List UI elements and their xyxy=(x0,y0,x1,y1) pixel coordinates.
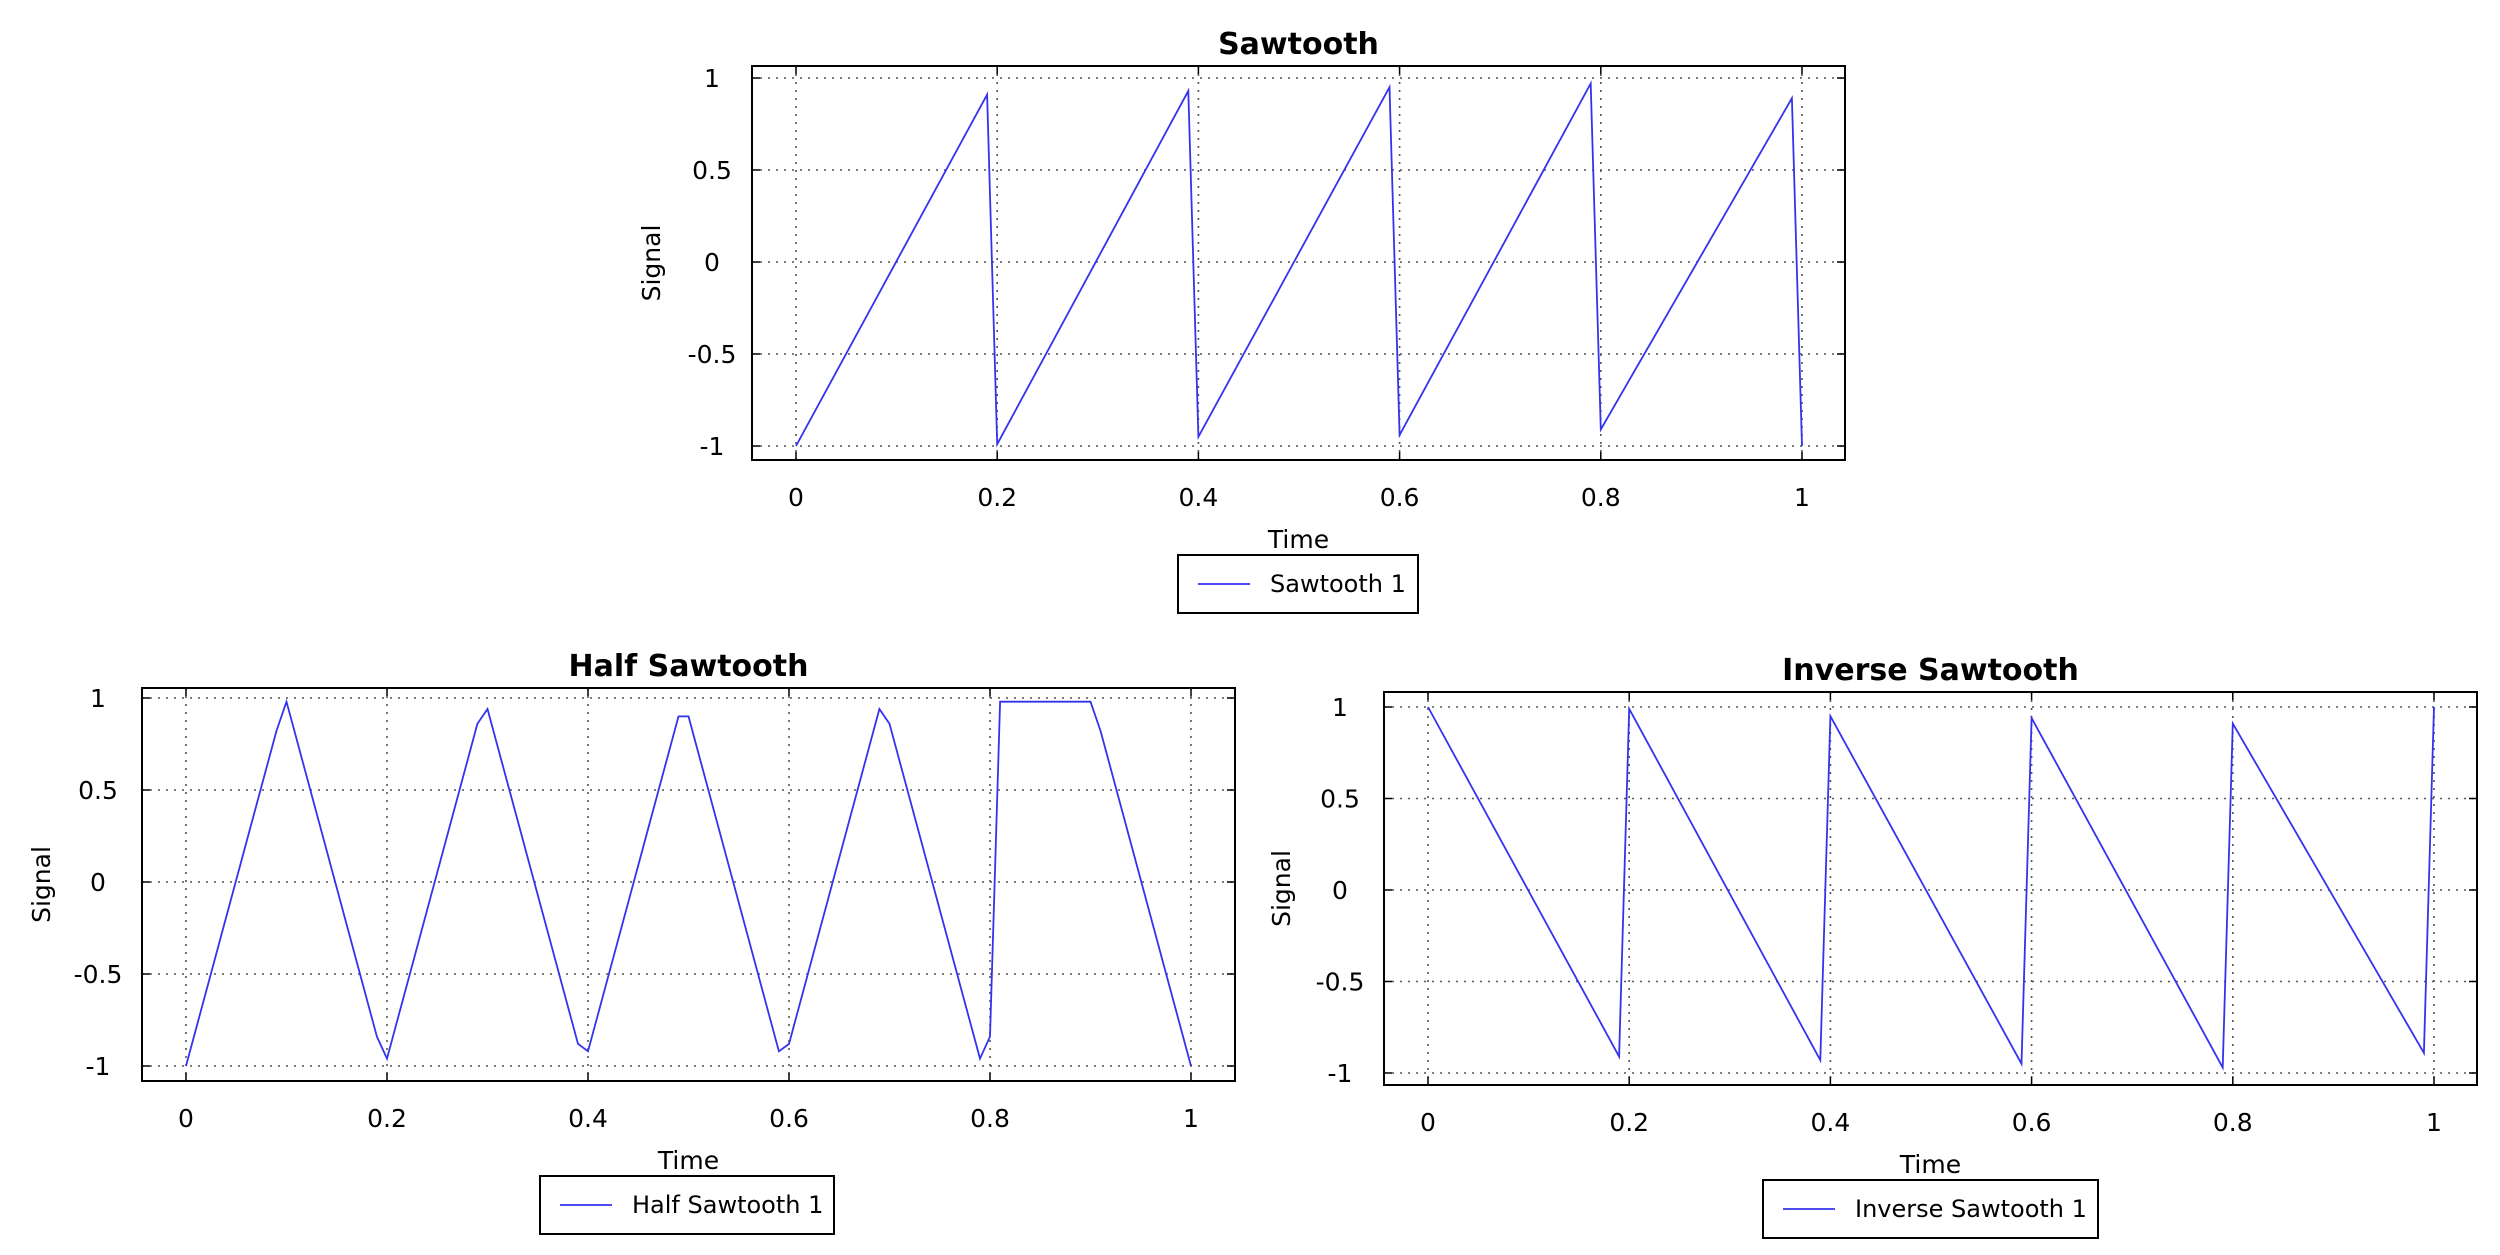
y-tick-label: 0.5 xyxy=(1320,785,1360,814)
y-tick-label: -1 xyxy=(1328,1059,1353,1088)
y-tick-label: 0 xyxy=(1332,876,1348,905)
y-tick-label: -0.5 xyxy=(1316,968,1365,997)
x-tick-label: 0.8 xyxy=(2213,1108,2253,1137)
plot-frame xyxy=(751,65,1846,461)
x-tick-label: 0.4 xyxy=(568,1104,608,1133)
y-axis-label: Signal xyxy=(27,846,56,923)
x-tick-label: 0 xyxy=(1420,1108,1436,1137)
legend-label: Sawtooth 1 xyxy=(1270,570,1406,598)
chart-1: 0 0.2 0.4 0.6 0.8 1 1 0.5 0 -0.5 -1 Half Sawtooth Ti… xyxy=(27,649,1236,1235)
chart-title: Inverse Sawtooth xyxy=(1782,653,2079,688)
y-tick-label: 1 xyxy=(90,684,106,713)
chart-0: 0 0.2 0.4 0.6 0.8 1 1 0.5 0 -0.5 -1 Sawtooth Time Sig… xyxy=(637,27,1846,614)
x-tick-label: 1 xyxy=(2426,1108,2442,1137)
x-axis-label: Time xyxy=(1899,1150,1961,1179)
y-tick-label: 0 xyxy=(90,868,106,897)
x-tick-label: 0.2 xyxy=(367,1104,407,1133)
x-tick-label: 0 xyxy=(178,1104,194,1133)
y-axis-label: Signal xyxy=(637,225,666,302)
y-tick-label: -0.5 xyxy=(688,340,737,369)
y-tick-label: 1 xyxy=(1332,693,1348,722)
y-tick-label: 0 xyxy=(704,248,720,277)
x-tick-label: 0.6 xyxy=(769,1104,809,1133)
y-tick-label: 1 xyxy=(704,64,720,93)
plot-frame xyxy=(1383,691,2478,1086)
x-tick-label: 0.8 xyxy=(970,1104,1010,1133)
chart-2: 0 0.2 0.4 0.6 0.8 1 1 0.5 0 -0.5 -1 Inverse Sawtoot… xyxy=(1267,653,2478,1239)
chart-title: Half Sawtooth xyxy=(569,649,809,684)
x-axis-label: Time xyxy=(657,1146,719,1175)
series-line xyxy=(795,80,1803,448)
y-tick-label: -1 xyxy=(86,1052,111,1081)
plot-frame xyxy=(141,687,1236,1082)
legend-label: Inverse Sawtooth 1 xyxy=(1855,1195,2087,1223)
x-tick-label: 0.6 xyxy=(1380,483,1420,512)
series-line xyxy=(185,698,1192,1067)
x-tick-label: 0.4 xyxy=(1179,483,1219,512)
x-tick-label: 0.8 xyxy=(1581,483,1621,512)
y-tick-label: 0.5 xyxy=(78,776,118,805)
x-tick-label: 1 xyxy=(1794,483,1810,512)
x-tick-label: 0.4 xyxy=(1811,1108,1851,1137)
x-tick-label: 0.2 xyxy=(1609,1108,1649,1137)
series-line xyxy=(1427,705,2435,1071)
x-tick-label: 0.6 xyxy=(2012,1108,2052,1137)
chart-title: Sawtooth xyxy=(1218,27,1379,62)
y-tick-label: -0.5 xyxy=(74,960,123,989)
y-tick-label: 0.5 xyxy=(692,156,732,185)
x-axis-label: Time xyxy=(1267,525,1329,554)
y-axis-label: Signal xyxy=(1267,850,1296,927)
y-tick-label: -1 xyxy=(700,432,725,461)
x-tick-label: 1 xyxy=(1183,1104,1199,1133)
x-tick-label: 0 xyxy=(788,483,804,512)
x-tick-label: 0.2 xyxy=(977,483,1017,512)
legend-label: Half Sawtooth 1 xyxy=(632,1191,823,1219)
